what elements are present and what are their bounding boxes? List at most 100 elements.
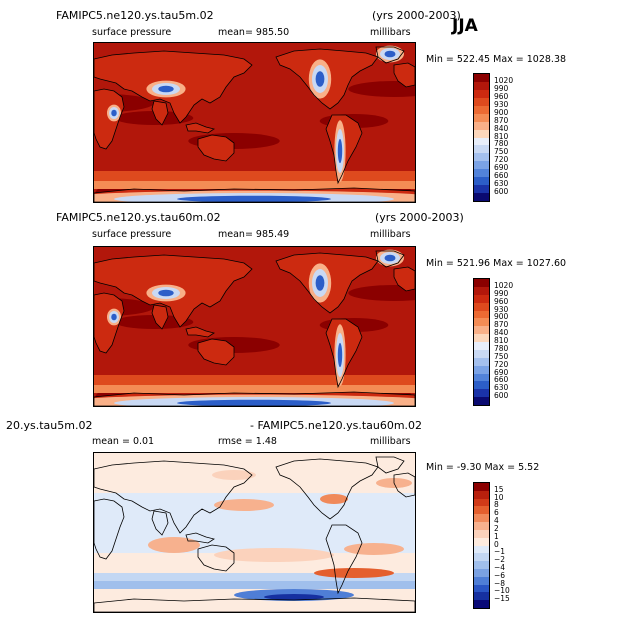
coastline-eurasia xyxy=(94,460,253,534)
coastline-se-asia-islands xyxy=(185,532,215,544)
positive-anomaly xyxy=(214,548,334,562)
colorbar-swatch xyxy=(474,169,489,178)
colorbar-level-label: 900 xyxy=(494,107,509,117)
circumpolar-trough xyxy=(94,181,415,189)
positive-anomaly xyxy=(344,543,404,555)
colorbar-swatch xyxy=(474,294,489,303)
colorbar-swatch xyxy=(474,185,489,194)
panel-1-minmax: Min = 522.45 Max = 1028.38 xyxy=(426,54,567,65)
colorbar-level-label: 720 xyxy=(494,155,509,165)
colorbar-swatch xyxy=(474,74,489,82)
coastline-antarctica xyxy=(94,187,415,202)
panel-2-mean: mean= 985.49 xyxy=(218,229,290,240)
colorbar-swatch xyxy=(474,318,489,327)
colorbar-level-label: 960 xyxy=(494,296,509,306)
colorbar-swatch xyxy=(474,97,489,106)
coastline-greenland xyxy=(375,46,405,64)
panel-2-minmax: Min = 521.96 Max = 1027.60 xyxy=(426,258,567,269)
colorbar-level-label: 870 xyxy=(494,320,509,330)
coastline-africa xyxy=(94,88,125,150)
panel-1-years: (yrs 2000-2003) xyxy=(372,9,461,22)
colorbar-level-label: 1020 xyxy=(494,280,514,290)
colorbar-level-label: 840 xyxy=(494,123,509,133)
land-australia xyxy=(198,135,234,161)
coastline-eurasia xyxy=(94,254,253,328)
colorbar-swatch xyxy=(474,357,489,366)
antarctic-negative-core xyxy=(264,594,324,600)
colorbar-swatch xyxy=(474,498,489,507)
coastline-south-america xyxy=(325,524,363,595)
colorbar-swatch xyxy=(474,576,489,585)
colorbar-swatch xyxy=(474,490,489,499)
panel-2-field: surface pressure xyxy=(92,229,172,240)
panel-diff-map-svg xyxy=(94,453,415,612)
panel-2-title: FAMIPC5.ne120.ys.tau60m.02 xyxy=(56,211,221,224)
panel-2-years: (yrs 2000-2003) xyxy=(375,211,464,224)
highland-antarctic-plateau-core xyxy=(177,195,331,202)
colorbar-swatch xyxy=(474,381,489,390)
land-se-asia-islands xyxy=(186,327,214,337)
colorbar-swatch xyxy=(474,129,489,138)
coastline-antarctica xyxy=(94,597,415,612)
panel-diff-colorbar xyxy=(473,482,490,609)
panel-diff-title-left: 20.ys.tau5m.02 xyxy=(6,419,93,432)
panel-1-title: FAMIPC5.ne120.ys.tau5m.02 xyxy=(56,9,214,22)
colorbar-level-label: 8 xyxy=(494,500,499,510)
panel-1-map xyxy=(93,42,416,203)
colorbar-level-label: −15 xyxy=(494,594,510,604)
colorbar-level-label: 780 xyxy=(494,139,509,149)
coastline-greenland xyxy=(375,250,405,268)
land-europe-west xyxy=(394,267,415,291)
panel-diff-title-right: - FAMIPC5.ne120.ys.tau60m.02 xyxy=(250,419,423,432)
highland-antarctic-plateau-core xyxy=(177,399,331,406)
panel-2-units: millibars xyxy=(370,229,411,240)
subtropical-high-cell xyxy=(348,81,415,97)
colorbar-swatch xyxy=(474,373,489,382)
panel-2-map-svg xyxy=(94,247,415,406)
positive-anomaly xyxy=(212,470,256,480)
colorbar-level-label: 870 xyxy=(494,115,509,125)
panel-diff-units: millibars xyxy=(370,436,411,447)
positive-anomaly xyxy=(148,537,200,553)
land-europe-west xyxy=(394,63,415,87)
subtropical-high-cell xyxy=(114,315,194,329)
colorbar-swatch xyxy=(474,584,489,593)
colorbar-swatch xyxy=(474,145,489,154)
coastline-australia xyxy=(197,338,235,366)
positive-anomaly xyxy=(214,499,274,511)
colorbar-level-label: −8 xyxy=(494,578,506,588)
southern-negative-core xyxy=(94,581,415,589)
colorbar-level-label: 780 xyxy=(494,343,509,353)
colorbar-level-label: 690 xyxy=(494,163,509,173)
coastline-antarctica xyxy=(94,391,415,406)
positive-anomaly xyxy=(320,494,348,504)
colorbar-swatch xyxy=(474,279,489,287)
panel-1-mean: mean= 985.50 xyxy=(218,27,290,38)
panel-1-map-svg xyxy=(94,43,415,202)
colorbar-swatch xyxy=(474,545,489,554)
colorbar-swatch xyxy=(474,81,489,90)
coastline-europe-west xyxy=(393,266,415,292)
coastline-australia xyxy=(197,134,235,162)
colorbar-swatch xyxy=(474,137,489,146)
colorbar-level-label: 750 xyxy=(494,351,509,361)
colorbar-swatch xyxy=(474,177,489,186)
land-se-asia-islands xyxy=(186,123,214,133)
colorbar-swatch xyxy=(474,286,489,295)
colorbar-swatch xyxy=(474,326,489,335)
coastline-se-asia-islands xyxy=(185,122,215,134)
highland-andes-core xyxy=(337,342,343,368)
colorbar-level-label: 990 xyxy=(494,83,509,93)
coastline-europe-west xyxy=(393,472,415,498)
highland-andes-core xyxy=(337,138,343,164)
panel-diff-map xyxy=(93,452,416,613)
coastline-australia xyxy=(197,544,235,572)
land-africa xyxy=(94,293,124,353)
colorbar-level-label: 810 xyxy=(494,131,509,141)
colorbar-level-label: 810 xyxy=(494,336,509,345)
panel-diff-rmse: rmse = 1.48 xyxy=(218,436,277,447)
coastline-eurasia xyxy=(94,50,253,124)
colorbar-level-label: 990 xyxy=(494,288,509,298)
colorbar-swatch xyxy=(474,193,489,201)
colorbar-swatch xyxy=(474,592,489,601)
